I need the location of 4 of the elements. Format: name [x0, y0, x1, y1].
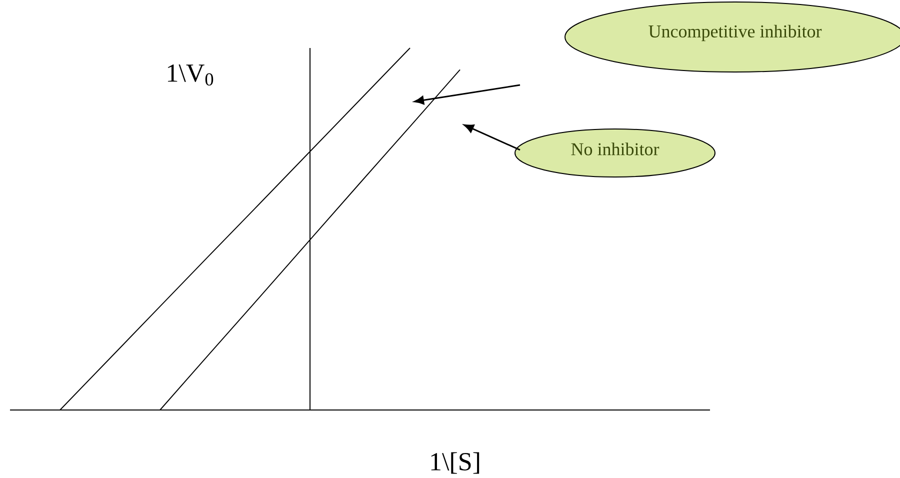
x-axis-title: 1\[S] — [431, 452, 480, 474]
y-axis-title: 1\V$_{0}$ — [168, 64, 214, 86]
text: No inhibitor — [571, 142, 660, 156]
text: Uncompetitive inhibitor — [648, 24, 822, 42]
